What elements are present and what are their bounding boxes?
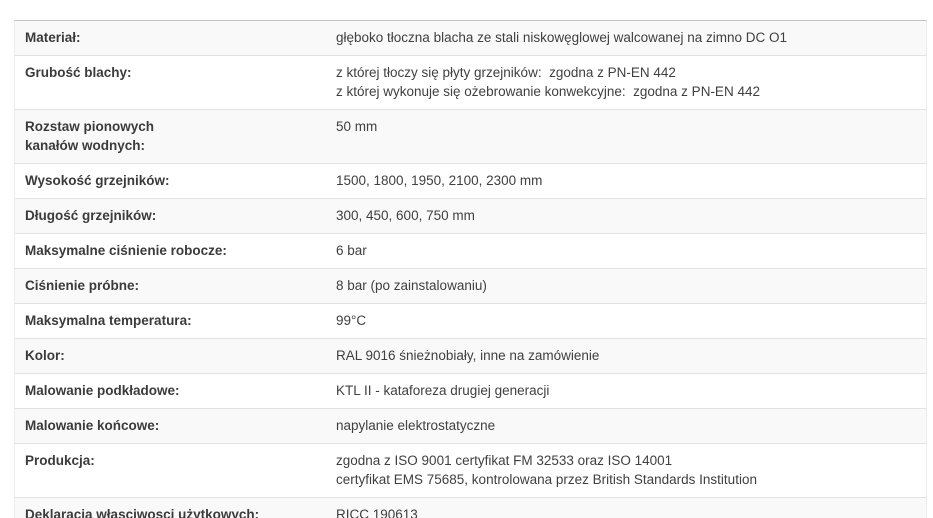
- spec-label-line: Długość grzejników:: [25, 208, 157, 223]
- spec-label-line: Materiał:: [25, 30, 81, 45]
- table-row: Malowanie końcowe: napylanie elektrostaty…: [15, 409, 926, 444]
- table-row: Ciśnienie próbne: 8 bar (po zainstalowani…: [15, 269, 926, 304]
- spec-label-line: Ciśnienie próbne:: [25, 278, 140, 293]
- spec-value-line: głęboko tłoczna blacha ze stali niskowęg…: [336, 30, 787, 45]
- spec-label-line: Deklaracja własciwosci użytkowych:: [25, 507, 260, 518]
- spec-value-line: z której wykonuje się ożebrowanie konwek…: [336, 84, 760, 99]
- spec-value-line: 99°C: [336, 313, 367, 328]
- spec-label-line: Malowanie końcowe:: [25, 418, 160, 433]
- spec-value: 8 bar (po zainstalowaniu): [336, 269, 926, 303]
- spec-label: Rozstaw pionowych kanałów wodnych:: [15, 110, 336, 163]
- spec-label: Grubość blachy:: [15, 56, 336, 90]
- spec-value-line: z której tłoczy się płyty grzejników: zg…: [336, 65, 676, 80]
- spec-label-line: Produkcja:: [25, 453, 95, 468]
- table-row: Deklaracja własciwosci użytkowych: RICC 1…: [15, 498, 926, 518]
- table-row: Malowanie podkładowe: KTL II - kataforeza…: [15, 374, 926, 409]
- spec-value-line: zgodna z ISO 9001 certyfikat FM 32533 or…: [336, 453, 673, 468]
- spec-label-line: Kolor:: [25, 348, 65, 363]
- spec-label-line: Rozstaw pionowych: [25, 119, 155, 134]
- spec-value: 300, 450, 600, 750 mm: [336, 199, 926, 233]
- spec-value-line: 300, 450, 600, 750 mm: [336, 208, 475, 223]
- spec-label: Produkcja:: [15, 444, 336, 478]
- table-row: Maksymalne ciśnienie robocze: 6 bar: [15, 234, 926, 269]
- spec-value: 1500, 1800, 1950, 2100, 2300 mm: [336, 164, 926, 198]
- spec-label-line: Malowanie podkładowe:: [25, 383, 180, 398]
- spec-label: Długość grzejników:: [15, 199, 336, 233]
- spec-value-line: napylanie elektrostatyczne: [336, 418, 496, 433]
- spec-value-line: 1500, 1800, 1950, 2100, 2300 mm: [336, 173, 543, 188]
- spec-value: 99°C: [336, 304, 926, 338]
- spec-value: z której tłoczy się płyty grzejników: zg…: [336, 56, 926, 109]
- table-row: Wysokość grzejników: 1500, 1800, 1950, 21…: [15, 164, 926, 199]
- spec-value: 50 mm: [336, 110, 926, 144]
- spec-label: Kolor:: [15, 339, 336, 373]
- table-row: Materiał: głęboko tłoczna blacha ze stali…: [15, 21, 926, 56]
- spec-value-line: certyfikat EMS 75685, kontrolowana przez…: [336, 472, 757, 487]
- spec-value-line: 6 bar: [336, 243, 367, 258]
- spec-label: Maksymalna temperatura:: [15, 304, 336, 338]
- spec-table: Materiał: głęboko tłoczna blacha ze stali…: [14, 20, 927, 518]
- table-row: Rozstaw pionowych kanałów wodnych: 50 mm: [15, 110, 926, 164]
- spec-label: Ciśnienie próbne:: [15, 269, 336, 303]
- spec-label: Malowanie końcowe:: [15, 409, 336, 443]
- spec-label-line: Maksymalne ciśnienie robocze:: [25, 243, 227, 258]
- table-row: Maksymalna temperatura: 99°C: [15, 304, 926, 339]
- spec-label: Malowanie podkładowe:: [15, 374, 336, 408]
- spec-label-line: kanałów wodnych:: [25, 138, 146, 153]
- spec-value-line: 8 bar (po zainstalowaniu): [336, 278, 487, 293]
- spec-value-line: RAL 9016 śnieżnobiały, inne na zamówieni…: [336, 348, 600, 363]
- table-row: Grubość blachy: z której tłoczy się płyty…: [15, 56, 926, 110]
- spec-value: RICC 190613: [336, 498, 926, 518]
- spec-value: napylanie elektrostatyczne: [336, 409, 926, 443]
- spec-value-line: 50 mm: [336, 119, 378, 134]
- spec-value-line: RICC 190613: [336, 507, 418, 518]
- table-row: Długość grzejników: 300, 450, 600, 750 mm: [15, 199, 926, 234]
- spec-value: KTL II - kataforeza drugiej generacji: [336, 374, 926, 408]
- spec-label: Maksymalne ciśnienie robocze:: [15, 234, 336, 268]
- spec-label-line: Grubość blachy:: [25, 65, 132, 80]
- table-row: Kolor: RAL 9016 śnieżnobiały, inne na zam…: [15, 339, 926, 374]
- spec-value: 6 bar: [336, 234, 926, 268]
- spec-label: Wysokość grzejników:: [15, 164, 336, 198]
- spec-label-line: Maksymalna temperatura:: [25, 313, 192, 328]
- spec-value-line: KTL II - kataforeza drugiej generacji: [336, 383, 550, 398]
- table-row: Produkcja: zgodna z ISO 9001 certyfikat F…: [15, 444, 926, 498]
- spec-label: Materiał:: [15, 21, 336, 55]
- spec-value: zgodna z ISO 9001 certyfikat FM 32533 or…: [336, 444, 926, 497]
- spec-value: RAL 9016 śnieżnobiały, inne na zamówieni…: [336, 339, 926, 373]
- spec-label: Deklaracja własciwosci użytkowych:: [15, 498, 336, 518]
- spec-value: głęboko tłoczna blacha ze stali niskowęg…: [336, 21, 926, 55]
- spec-label-line: Wysokość grzejników:: [25, 173, 170, 188]
